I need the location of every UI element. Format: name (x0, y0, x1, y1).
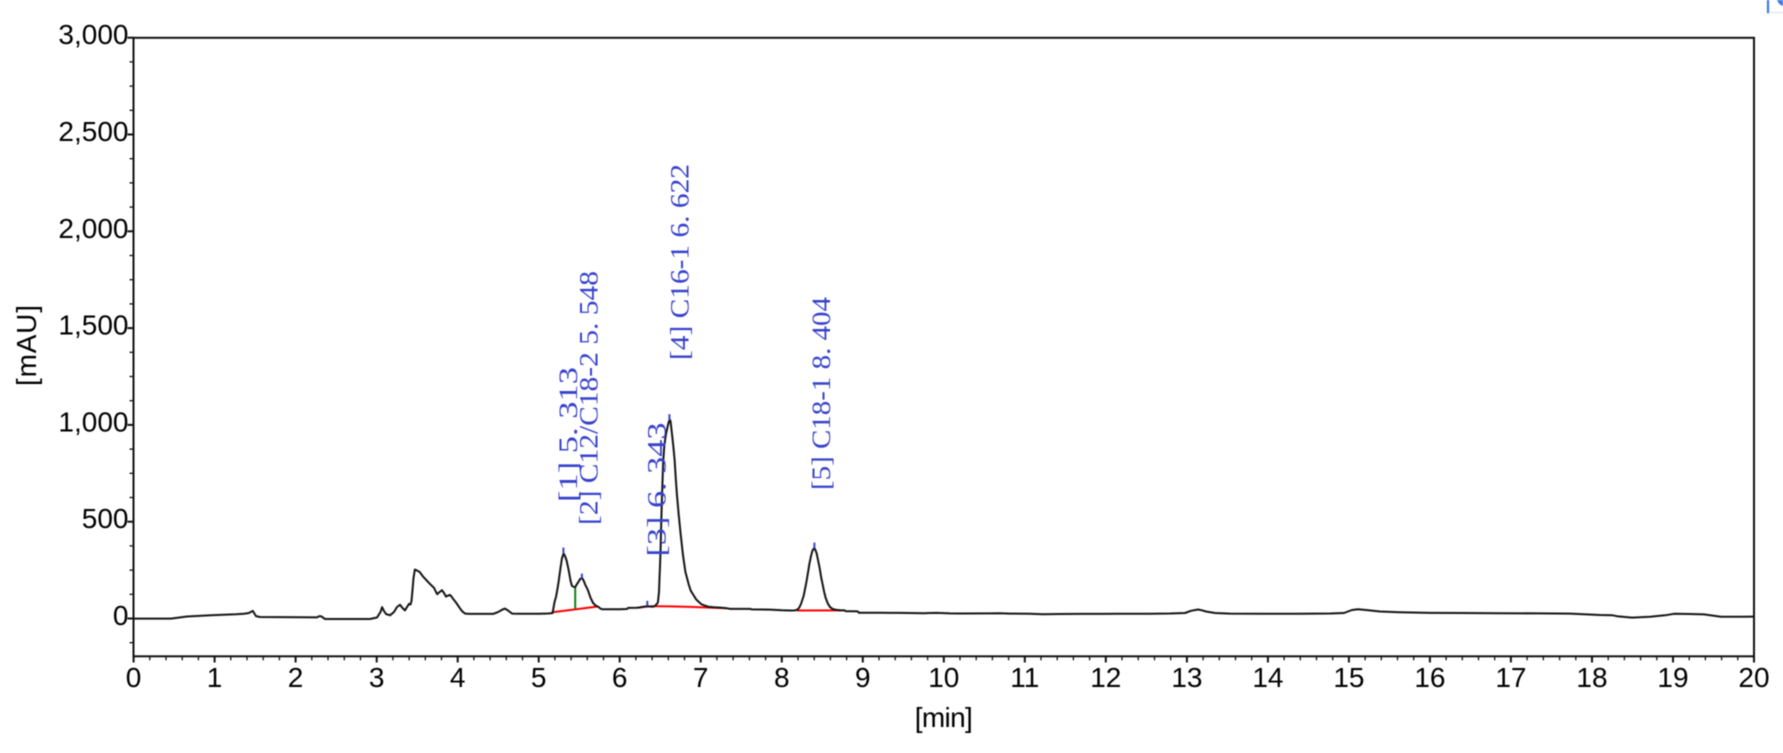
svg-text:[2] C12/C18-2 5. 548: [2] C12/C18-2 5. 548 (575, 271, 604, 525)
svg-text:3: 3 (369, 662, 385, 693)
svg-text:[1] 5. 313: [1] 5. 313 (554, 367, 583, 502)
svg-text:13: 13 (1171, 662, 1202, 693)
svg-text:2: 2 (288, 662, 304, 693)
svg-text:10: 10 (928, 662, 959, 693)
svg-text:0: 0 (126, 662, 142, 693)
svg-text:20: 20 (1738, 662, 1769, 693)
svg-text:14: 14 (1252, 662, 1283, 693)
svg-text:19: 19 (1657, 662, 1688, 693)
svg-text:2,000: 2,000 (58, 213, 128, 244)
svg-text:9: 9 (855, 662, 871, 693)
svg-text:4: 4 (450, 662, 466, 693)
svg-text:5: 5 (531, 662, 547, 693)
svg-text:6: 6 (612, 662, 628, 693)
svg-text:[4] C16-1 6. 622: [4] C16-1 6. 622 (666, 164, 695, 360)
svg-text:7: 7 (693, 662, 709, 693)
svg-text:[min]: [min] (915, 702, 973, 733)
svg-text:[5] C18-1 8. 404: [5] C18-1 8. 404 (807, 297, 836, 490)
svg-text:18: 18 (1576, 662, 1607, 693)
svg-text:12: 12 (1090, 662, 1121, 693)
svg-text:16: 16 (1414, 662, 1445, 693)
svg-text:[3] 6. 343: [3] 6. 343 (643, 423, 672, 557)
svg-text:1,500: 1,500 (58, 310, 128, 341)
svg-text:[mAU]: [mAU] (11, 305, 42, 386)
svg-text:2,500: 2,500 (58, 116, 128, 147)
svg-text:0: 0 (113, 600, 129, 631)
svg-text:15: 15 (1333, 662, 1364, 693)
svg-text:3,000: 3,000 (58, 19, 128, 50)
svg-text:1,000: 1,000 (58, 406, 128, 437)
svg-text:17: 17 (1495, 662, 1526, 693)
svg-text:500: 500 (82, 503, 129, 534)
svg-text:8: 8 (774, 662, 790, 693)
svg-text:1: 1 (207, 662, 223, 693)
svg-text:11: 11 (1010, 662, 1039, 693)
